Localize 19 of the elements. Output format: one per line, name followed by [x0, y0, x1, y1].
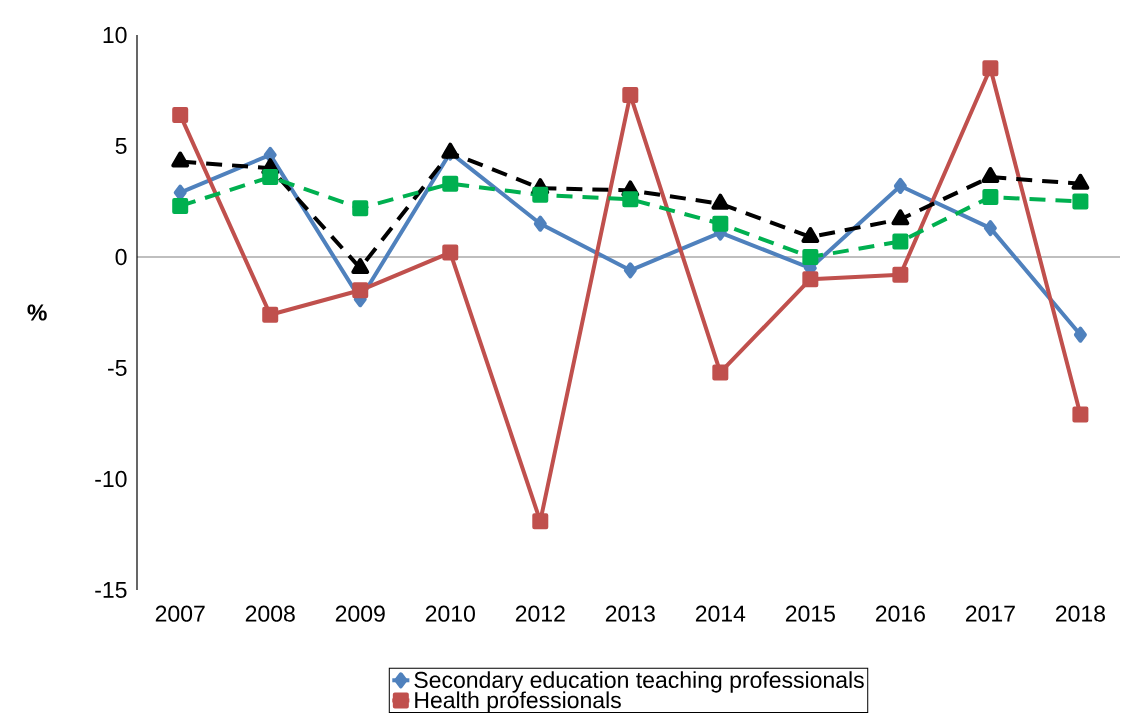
- x-tick-label: 2014: [695, 605, 746, 622]
- x-tick-label: 2012: [515, 605, 565, 622]
- y-tick-label: -15: [95, 581, 127, 599]
- y-tick-label: 5: [115, 137, 127, 155]
- x-tick-label: 2008: [245, 605, 295, 622]
- x-tick-label: 2017: [965, 605, 1015, 622]
- legend-label: Health professionals: [415, 691, 621, 713]
- x-tick-label: 2018: [1055, 605, 1105, 622]
- x-tick-label: 2016: [875, 605, 925, 622]
- x-tick-label: 2013: [605, 605, 655, 622]
- x-tick-label: 2009: [335, 605, 385, 622]
- y-tick-label: 0: [115, 248, 127, 266]
- x-tick-label: 2007: [155, 605, 205, 622]
- y-tick-label: -5: [108, 359, 127, 377]
- x-tick-label: 2015: [785, 605, 835, 622]
- y-tick-label: 10: [103, 26, 127, 44]
- y-tick-label: -10: [95, 470, 127, 488]
- y-axis-title: %: [27, 304, 47, 321]
- x-tick-label: 2010: [425, 605, 475, 622]
